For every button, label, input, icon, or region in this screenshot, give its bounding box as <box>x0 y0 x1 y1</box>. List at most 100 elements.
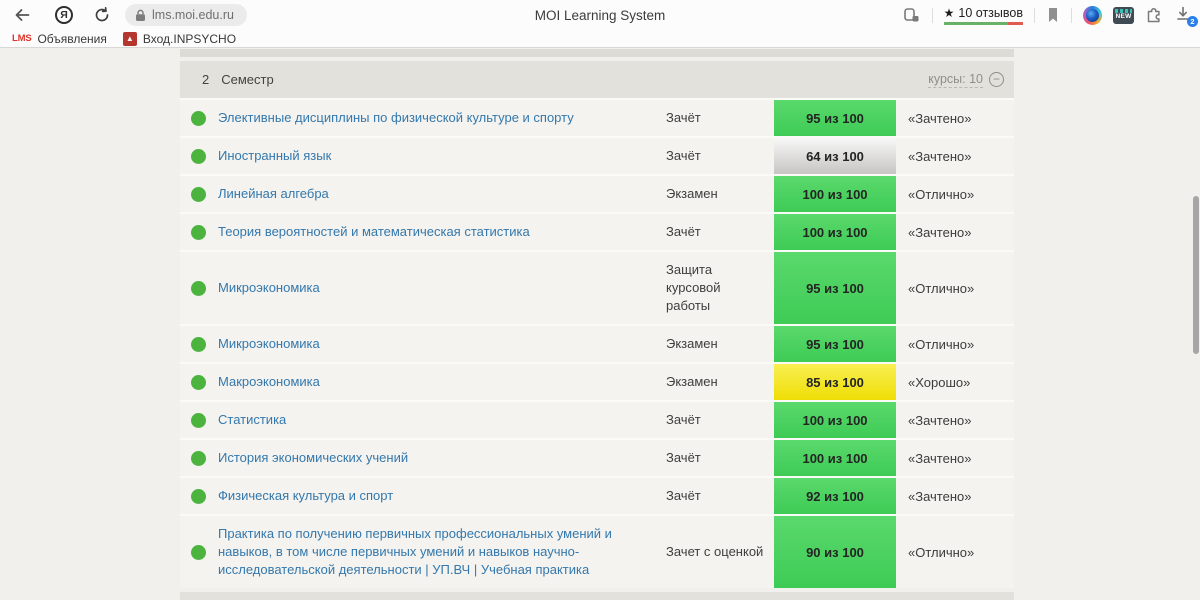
bookmarks-bar: LMS Объявления ▲ Вход.INPSYCHO <box>0 30 1200 48</box>
semester-section: 2 Семестр курсы: 10 − Элективные дисципл… <box>180 61 1014 588</box>
course-row: Практика по получению первичных професси… <box>180 514 1014 588</box>
assessment-type: Зачёт <box>666 450 701 465</box>
course-link[interactable]: Статистика <box>218 412 287 427</box>
divider <box>1071 7 1072 23</box>
status-dot-icon <box>191 224 206 240</box>
assessment-type: Экзамен <box>666 186 718 201</box>
course-link[interactable]: Практика по получению первичных професси… <box>218 526 612 577</box>
section-courses-count[interactable]: курсы: 10 <box>928 71 983 88</box>
browser-extension-icon[interactable] <box>1083 5 1102 25</box>
status-dot-icon <box>191 186 206 202</box>
lock-icon <box>135 9 146 22</box>
course-link[interactable]: История экономических учений <box>218 450 409 465</box>
lms-favicon: LMS <box>12 33 32 44</box>
grade-text: «Зачтено» <box>908 148 972 164</box>
divider <box>931 7 933 23</box>
score-badge: 85 из 100 <box>774 364 896 400</box>
course-row: Микроэкономика Защита курсовой работы 95… <box>180 250 1014 324</box>
bookmark-announcements[interactable]: LMS Объявления <box>12 31 107 46</box>
assessment-type: Защита курсовой работы <box>666 262 721 313</box>
star-icon: ★ <box>943 5 955 20</box>
score-badge: 100 из 100 <box>774 176 896 212</box>
page-actions-icon[interactable] <box>903 7 921 24</box>
grade-text: «Зачтено» <box>908 110 972 126</box>
previous-section-header-sliver <box>180 49 1014 57</box>
page-content: 2 Семестр курсы: 10 − Элективные дисципл… <box>0 49 1200 600</box>
course-row: Микроэкономика Экзамен 95 из 100 «Отличн… <box>180 324 1014 362</box>
status-dot-icon <box>191 280 206 296</box>
course-link[interactable]: Микроэкономика <box>218 280 320 295</box>
vertical-scrollbar-thumb[interactable] <box>1193 196 1199 354</box>
gradebook: 2 Семестр курсы: 10 − Элективные дисципл… <box>180 49 1014 600</box>
course-link[interactable]: Теория вероятностей и математическая ста… <box>218 224 530 239</box>
semester-section: 3 Семестр курсы: 10 + <box>180 592 1014 600</box>
section-rows: Элективные дисциплины по физической куль… <box>180 98 1014 588</box>
score-badge: 100 из 100 <box>774 214 896 250</box>
status-dot-icon <box>191 148 206 164</box>
assessment-type: Зачёт <box>666 488 701 503</box>
course-row: Макроэкономика Экзамен 85 из 100 «Хорошо… <box>180 362 1014 400</box>
assessment-type: Зачёт <box>666 412 701 427</box>
assessment-type: Зачёт <box>666 224 701 239</box>
assessment-type: Экзамен <box>666 336 718 351</box>
course-link[interactable]: Элективные дисциплины по физической куль… <box>218 110 574 125</box>
bookmark-icon[interactable] <box>1046 7 1060 23</box>
course-link[interactable]: Микроэкономика <box>218 336 320 351</box>
grade-text: «Отлично» <box>908 544 975 560</box>
course-row: История экономических учений Зачёт 100 и… <box>180 438 1014 476</box>
score-badge: 90 из 100 <box>774 516 896 588</box>
yandex-menu-button[interactable]: Я <box>55 6 73 24</box>
course-row: Элективные дисциплины по физической куль… <box>180 98 1014 136</box>
bookmark-inpsycho-login[interactable]: ▲ Вход.INPSYCHO <box>119 31 240 46</box>
grade-text: «Отлично» <box>908 186 975 202</box>
score-badge: 95 из 100 <box>774 326 896 362</box>
extensions-puzzle-icon[interactable] <box>1145 6 1163 24</box>
status-dot-icon <box>191 110 206 126</box>
course-row: Статистика Зачёт 100 из 100 «Зачтено» <box>180 400 1014 438</box>
status-dot-icon <box>191 336 206 352</box>
address-bar[interactable]: lms.moi.edu.ru <box>125 4 247 26</box>
assessment-type: Зачёт <box>666 110 701 125</box>
reviews-rating-bar <box>943 21 1023 25</box>
section-title: Семестр <box>221 72 274 87</box>
status-dot-icon <box>191 488 206 504</box>
course-row: Иностранный язык Зачёт 64 из 100 «Зачтен… <box>180 136 1014 174</box>
course-link[interactable]: Линейная алгебра <box>218 186 329 201</box>
back-button[interactable] <box>12 5 32 25</box>
divider <box>1034 7 1035 23</box>
course-row: Линейная алгебра Экзамен 100 из 100 «Отл… <box>180 174 1014 212</box>
grade-text: «Зачтено» <box>908 224 972 240</box>
status-dot-icon <box>191 374 206 390</box>
downloads-button[interactable]: 2 <box>1174 5 1198 27</box>
score-badge: 95 из 100 <box>774 252 896 324</box>
score-badge: 95 из 100 <box>774 100 896 136</box>
semester-header[interactable]: 2 Семестр курсы: 10 − <box>180 61 1014 98</box>
new-extension-icon[interactable]: NEW <box>1113 6 1134 24</box>
assessment-type: Зачёт <box>666 148 701 163</box>
section-toggle-icon[interactable]: − <box>989 72 1004 87</box>
status-dot-icon <box>191 544 206 560</box>
grade-text: «Зачтено» <box>908 488 972 504</box>
course-row: Теория вероятностей и математическая ста… <box>180 212 1014 250</box>
section-number: 2 <box>202 72 210 87</box>
grade-text: «Хорошо» <box>908 374 971 390</box>
semester-header[interactable]: 3 Семестр курсы: 10 + <box>180 592 1014 600</box>
status-dot-icon <box>191 450 206 466</box>
score-badge: 100 из 100 <box>774 402 896 438</box>
score-badge: 64 из 100 <box>774 138 896 174</box>
reviews-widget[interactable]: ★ 10 отзывов <box>943 5 1023 25</box>
inpsycho-favicon: ▲ <box>122 31 137 46</box>
score-badge: 92 из 100 <box>774 478 896 514</box>
course-row: Физическая культура и спорт Зачёт 92 из … <box>180 476 1014 514</box>
grade-text: «Зачтено» <box>908 412 972 428</box>
grade-text: «Отлично» <box>908 336 975 352</box>
refresh-button[interactable] <box>93 6 111 24</box>
score-badge: 100 из 100 <box>774 440 896 476</box>
reviews-count: 10 отзывов <box>958 5 1023 20</box>
course-link[interactable]: Физическая культура и спорт <box>218 488 394 503</box>
url-text: lms.moi.edu.ru <box>152 8 234 22</box>
course-link[interactable]: Иностранный язык <box>218 148 332 163</box>
course-link[interactable]: Макроэкономика <box>218 374 320 389</box>
new-badge-label: NEW <box>1115 13 1132 20</box>
browser-toolbar: Я lms.moi.edu.ru MOI Learning System ★ 1… <box>0 0 1200 30</box>
